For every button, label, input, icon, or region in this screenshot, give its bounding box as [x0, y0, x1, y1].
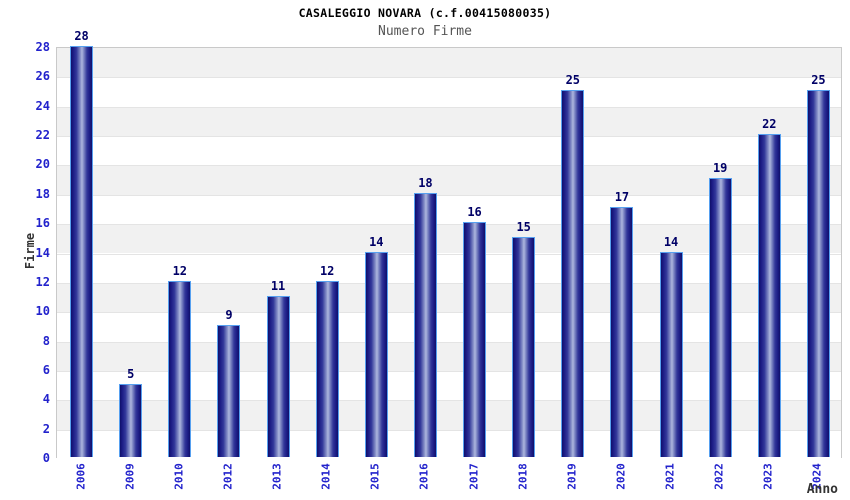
bar — [610, 207, 634, 457]
bar-value-label: 19 — [712, 161, 728, 176]
grid-band — [57, 136, 841, 166]
y-tick-label: 18 — [35, 186, 50, 201]
y-tick-label: 14 — [35, 245, 50, 260]
plot-area: 28 5 12 9 11 12 14 18 16 15 25 17 14 19 22 25 — [56, 29, 842, 459]
grid-band — [57, 48, 841, 78]
bar-value-label: 9 — [225, 307, 233, 322]
y-tick-label: 0 — [42, 451, 50, 465]
bar — [512, 236, 536, 457]
bar — [168, 280, 192, 457]
x-tick-label: 2012 — [221, 463, 235, 490]
bar — [315, 280, 339, 457]
y-tick-label: 22 — [35, 128, 50, 143]
y-tick-label: 28 — [35, 40, 50, 54]
x-tick-label: 2017 — [467, 463, 481, 490]
y-tick-label: 10 — [35, 304, 50, 319]
bar-value-label: 12 — [319, 263, 335, 278]
y-tick-label: 12 — [35, 274, 50, 289]
x-tick-label: 2013 — [270, 463, 284, 490]
grid-band — [57, 77, 841, 107]
x-axis-title: Anno — [806, 482, 838, 497]
x-tick-label: 2010 — [172, 463, 186, 490]
chart-title: CASALEGGIO NOVARA (c.f.00415080035) — [298, 6, 552, 20]
bar — [757, 134, 781, 457]
x-tick-label: 2021 — [663, 463, 677, 490]
bar — [659, 251, 683, 457]
x-tick-label: 2015 — [368, 463, 382, 490]
bar-value-label: 5 — [127, 366, 135, 381]
bar-value-label: 16 — [467, 205, 482, 220]
x-tick-label: 2020 — [614, 463, 628, 490]
x-tick-label: 2006 — [74, 463, 88, 490]
x-tick-label: 2023 — [761, 463, 775, 490]
bar-value-label: 17 — [614, 190, 630, 205]
x-tick-label: 2022 — [712, 463, 726, 490]
chart-subtitle: Numero Firme — [378, 24, 472, 39]
x-tick-label: 2019 — [565, 463, 579, 490]
y-tick-label: 6 — [42, 362, 50, 377]
bar — [806, 90, 830, 457]
bar — [266, 295, 290, 457]
x-tick-label: 2018 — [516, 463, 530, 490]
x-tick-label: 2009 — [123, 463, 137, 490]
bar-value-label: 25 — [811, 73, 826, 88]
bar — [119, 383, 143, 457]
y-tick-label: 4 — [42, 392, 50, 407]
bar-value-label: 22 — [762, 117, 777, 132]
bar — [463, 222, 487, 457]
y-tick-label: 2 — [42, 421, 50, 436]
bar-value-label: 15 — [516, 219, 531, 234]
bar-value-label: 12 — [172, 263, 188, 278]
bar — [708, 178, 732, 457]
y-tick-label: 24 — [35, 98, 50, 113]
y-tick-label: 26 — [35, 69, 50, 84]
bar-value-label: 14 — [369, 234, 384, 249]
y-tick-label: 16 — [35, 216, 50, 231]
grid-band — [57, 106, 841, 137]
bar — [70, 46, 94, 457]
bar — [561, 90, 585, 457]
x-tick-label: 2016 — [417, 463, 431, 490]
bar — [364, 251, 388, 457]
bar-value-label: 14 — [663, 234, 679, 249]
bar — [217, 324, 241, 457]
bar — [413, 192, 437, 457]
y-tick-label: 8 — [42, 333, 50, 348]
bar-value-label: 28 — [74, 29, 89, 43]
bar-value-label: 11 — [270, 278, 286, 293]
x-tick-label: 2014 — [319, 463, 333, 490]
bar-value-label: 18 — [418, 175, 433, 190]
y-tick-label: 20 — [35, 157, 50, 172]
bar-value-label: 25 — [565, 73, 581, 88]
